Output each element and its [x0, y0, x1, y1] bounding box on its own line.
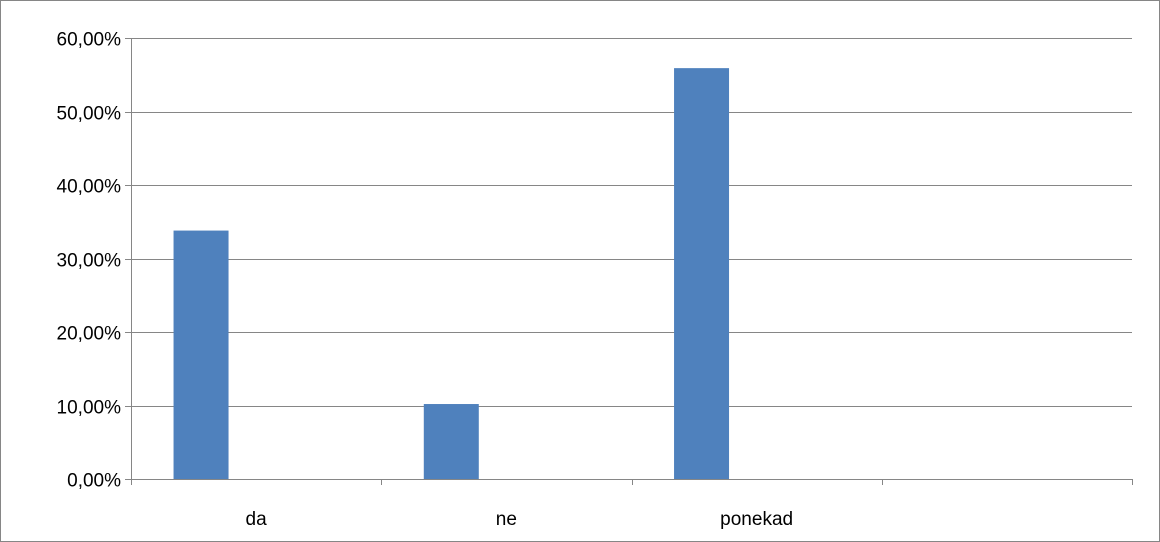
y-tick-label: 20,00% [57, 324, 122, 345]
y-tick-label: 60,00% [57, 30, 122, 51]
y-axis-tick-labels: 0,00% 10,00% 20,00% 30,00% 40,00% 50,00% 60,00… [57, 30, 122, 492]
bar-ponekad [674, 68, 730, 479]
bar-da [173, 230, 229, 479]
x-axis-category-labels: da ne ponekad [246, 509, 794, 530]
y-tick-label: 50,00% [57, 104, 122, 125]
bar-ne [423, 404, 479, 479]
y-tick-label: 0,00% [67, 471, 121, 492]
x-tick-label: ponekad [720, 509, 793, 530]
y-tick-label: 10,00% [57, 398, 122, 419]
x-tick-label: da [246, 509, 268, 530]
x-tick-label: ne [496, 509, 517, 530]
gridlines [131, 38, 1132, 407]
y-tick-label: 30,00% [57, 251, 122, 272]
axes [125, 38, 1133, 485]
bars [173, 68, 730, 479]
y-tick-label: 40,00% [57, 177, 122, 198]
